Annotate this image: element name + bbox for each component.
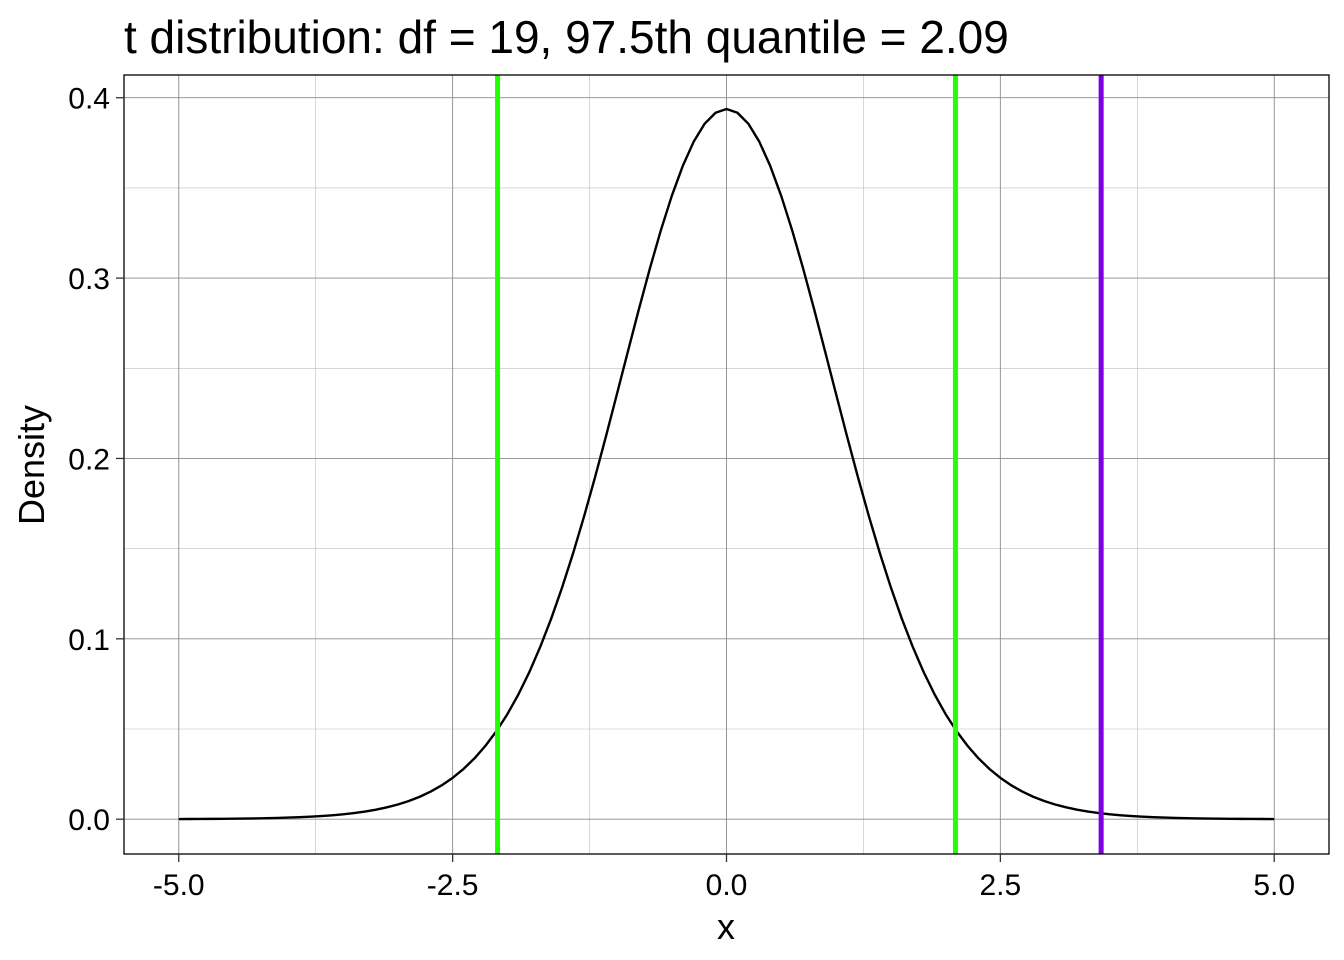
grid	[124, 75, 1329, 854]
y-tick-label-4: 0.4	[68, 83, 110, 116]
density-curve-group	[178, 107, 1275, 821]
x-tick-label-1: -2.5	[427, 869, 479, 902]
x-axis: -5.0 -2.5 0.0 2.5 5.0	[153, 854, 1295, 902]
y-tick-label-3: 0.3	[68, 263, 110, 296]
y-axis-title: Density	[11, 405, 52, 525]
vertical-lines	[495, 75, 1104, 854]
y-tick-label-0: 0.0	[68, 804, 110, 837]
y-axis: 0.0 0.1 0.2 0.3 0.4	[68, 83, 124, 837]
y-tick-label-2: 0.2	[68, 443, 110, 476]
x-tick-label-2: 0.0	[706, 869, 748, 902]
x-tick-label-0: -5.0	[153, 869, 205, 902]
x-axis-title: x	[717, 906, 735, 947]
x-tick-label-4: 5.0	[1253, 869, 1295, 902]
density-curve	[178, 107, 1275, 821]
y-tick-label-1: 0.1	[68, 624, 110, 657]
x-tick-label-3: 2.5	[980, 869, 1022, 902]
chart-title: t distribution: df = 19, 97.5th quantile…	[124, 11, 1009, 63]
